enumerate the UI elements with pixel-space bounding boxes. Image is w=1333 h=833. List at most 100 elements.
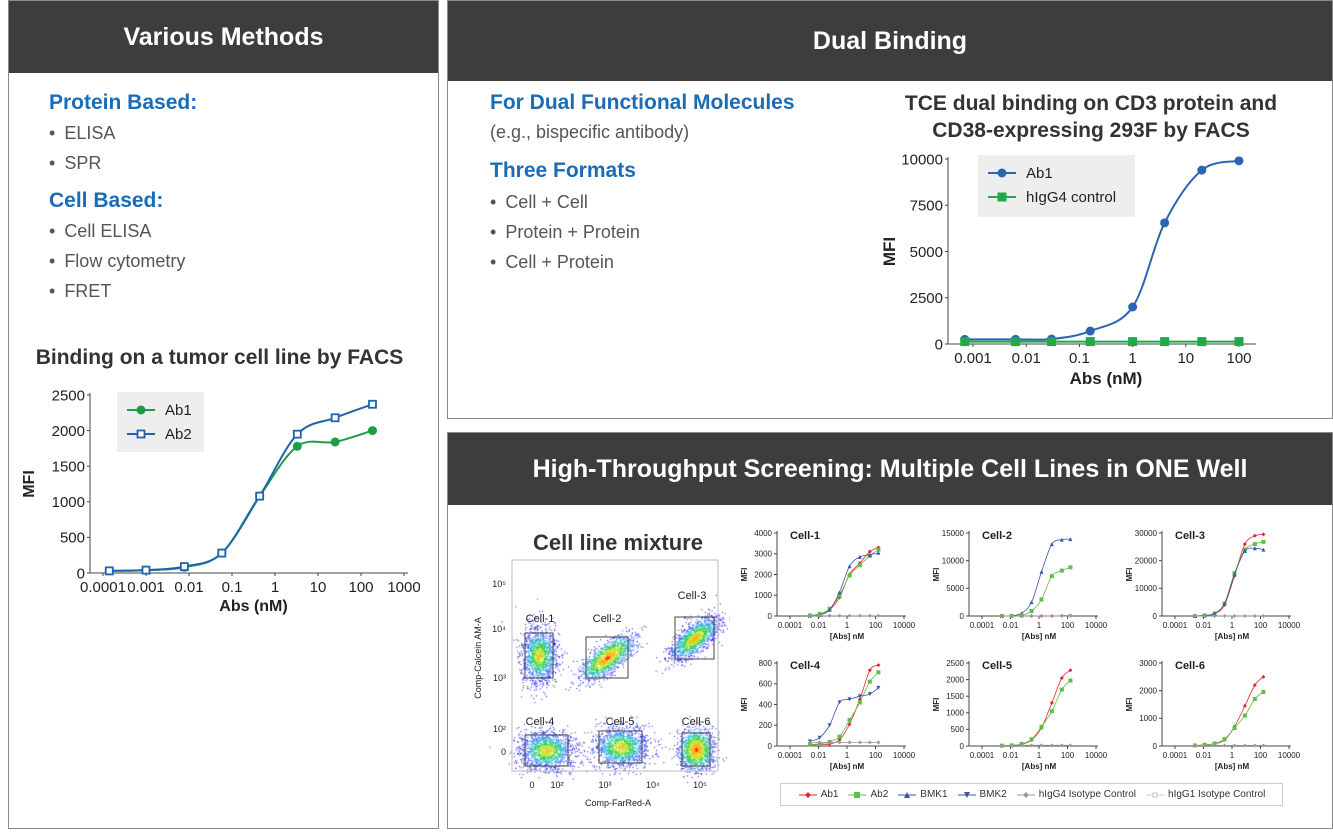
series-higg4-isotype-control	[1192, 743, 1266, 748]
data-point	[1252, 696, 1257, 701]
cell3-chart: 0.0001 0.01 1 100 10000 0 10000 20000 30000 [Abs]…	[1125, 529, 1301, 641]
x-tick-label: 0.01	[811, 751, 827, 760]
data-point	[1242, 743, 1247, 748]
data-point	[1068, 614, 1073, 618]
data-point	[1222, 614, 1227, 618]
list-item: SPR	[49, 148, 115, 178]
data-point	[1252, 614, 1257, 618]
y-tick-label: 600	[759, 680, 773, 689]
series-line	[964, 159, 1240, 341]
data-point	[1234, 337, 1244, 347]
data-point	[1242, 548, 1247, 553]
x-tick-label: 0.01	[1003, 751, 1019, 760]
data-point	[1039, 614, 1044, 618]
data-point	[847, 613, 852, 618]
flow-axes: 10⁵ 10⁴ 10³ 10² 0 0 10² 10³ 10⁴ 10⁵ Comp-FarRed-A C…	[473, 559, 719, 808]
data-point	[1049, 574, 1054, 579]
dual-binding-panel: Dual Binding For Dual Functional Molecul…	[447, 0, 1333, 419]
data-point	[857, 613, 862, 618]
gate-label: Cell-5	[606, 716, 635, 728]
x-axis-title: [Abs] nM	[1022, 762, 1057, 771]
data-point	[104, 566, 114, 576]
x-tick-label: 10000	[1085, 751, 1108, 760]
series-ab2	[1192, 539, 1266, 618]
x-axis-title: [Abs] nM	[830, 632, 865, 641]
x-tick-label: 10	[1177, 350, 1194, 367]
x-tick-label: 0	[529, 780, 534, 790]
y-tick-label: 2000	[1139, 686, 1157, 695]
data-point	[817, 613, 822, 618]
x-tick-label: 0.001	[954, 350, 992, 367]
legend-marker	[1022, 791, 1029, 798]
x-axis-title: Abs (nM)	[1070, 369, 1143, 388]
series-bmk2	[807, 685, 881, 744]
y-tick-label: 200	[759, 721, 773, 730]
data-point	[837, 593, 842, 598]
data-point	[292, 429, 302, 439]
data-point	[857, 694, 862, 699]
x-tick-label: 0.0001	[778, 751, 803, 760]
x-tick-label: 1000	[387, 579, 420, 596]
hts-panel: High-Throughput Screening: Multiple Cell…	[447, 432, 1333, 829]
x-tick-label: 0.0001	[970, 621, 995, 630]
legend-label: hIgG1 Isotype Control	[1168, 789, 1266, 800]
x-tick-label: 0.1	[1069, 350, 1090, 367]
y-tick-label: 10000	[901, 151, 943, 168]
y-tick-label: 1000	[1139, 714, 1157, 723]
data-point	[1085, 326, 1095, 336]
data-point	[1068, 678, 1073, 683]
series-line	[809, 552, 879, 617]
series-ab2	[999, 678, 1073, 748]
y-tick-label: 20000	[1135, 556, 1158, 565]
data-point	[1059, 687, 1064, 692]
y-tick-label: 0	[77, 565, 85, 582]
legend-label: Ab2	[870, 789, 889, 800]
y-tick-label: 2500	[910, 290, 943, 307]
y-tick-label: 30000	[1135, 529, 1158, 538]
x-tick-label: 10²	[550, 780, 563, 790]
y-tick-label: 15000	[942, 529, 965, 538]
data-point	[999, 614, 1004, 618]
flow-cytometry-plot: 10⁵ 10⁴ 10³ 10² 0 0 10² 10³ 10⁴ 10⁵ Comp-FarRed-A C…	[470, 555, 730, 815]
y-axis-title: MFI	[1125, 568, 1134, 582]
data-point	[876, 547, 881, 552]
x-tick-label: 10000	[1278, 621, 1301, 630]
x-tick-label: 0.01	[811, 621, 827, 630]
legend-item-bmk2: BMK2	[957, 789, 1007, 800]
data-point	[1009, 614, 1014, 618]
data-point	[1261, 547, 1266, 552]
data-point	[1049, 743, 1054, 748]
data-point	[1128, 302, 1138, 312]
series-ab2	[807, 670, 881, 747]
legend-label: BMK1	[920, 789, 948, 800]
y-tick-label: 0	[768, 612, 773, 621]
cell6-chart: 0.0001 0.01 1 100 10000 0 1000 2000 3000 [Abs] nM…	[1125, 659, 1301, 771]
chart-title: Cell-6	[1175, 660, 1205, 672]
x-tick-label: 0.1	[222, 579, 243, 596]
data-point	[1019, 614, 1024, 618]
y-tick-label: 4000	[754, 529, 772, 538]
data-point	[1039, 743, 1044, 748]
tce-binding-chart: 0.001 0.01 0.1 1 10 100 0 2500 5000 7500 10000 Abs …	[880, 151, 1256, 388]
legend-label: Ab1	[165, 402, 192, 419]
list-item: Cell + Protein	[490, 247, 640, 277]
data-point	[1059, 743, 1064, 748]
x-axis-title: Abs (nM)	[219, 598, 287, 615]
y-tick-label: 2000	[946, 675, 964, 684]
legend-box	[978, 155, 1135, 217]
data-point	[1202, 743, 1207, 748]
y-tick-label: 2500	[52, 387, 85, 404]
series-line	[109, 403, 373, 572]
data-point	[1059, 568, 1064, 573]
x-tick-label: 1	[1128, 350, 1136, 367]
data-point	[1047, 337, 1057, 347]
cell-based-heading: Cell Based:	[49, 189, 164, 212]
data-point	[847, 722, 852, 727]
legend: Ab1 hIgG4 control	[978, 155, 1135, 217]
data-point	[330, 413, 340, 423]
y-tick-label: 7500	[910, 198, 943, 215]
x-tick-label: 100	[869, 751, 883, 760]
tumor-chart-title: Binding on a tumor cell line by FACS	[35, 346, 404, 369]
y-axis-title: MFI	[1125, 698, 1134, 712]
